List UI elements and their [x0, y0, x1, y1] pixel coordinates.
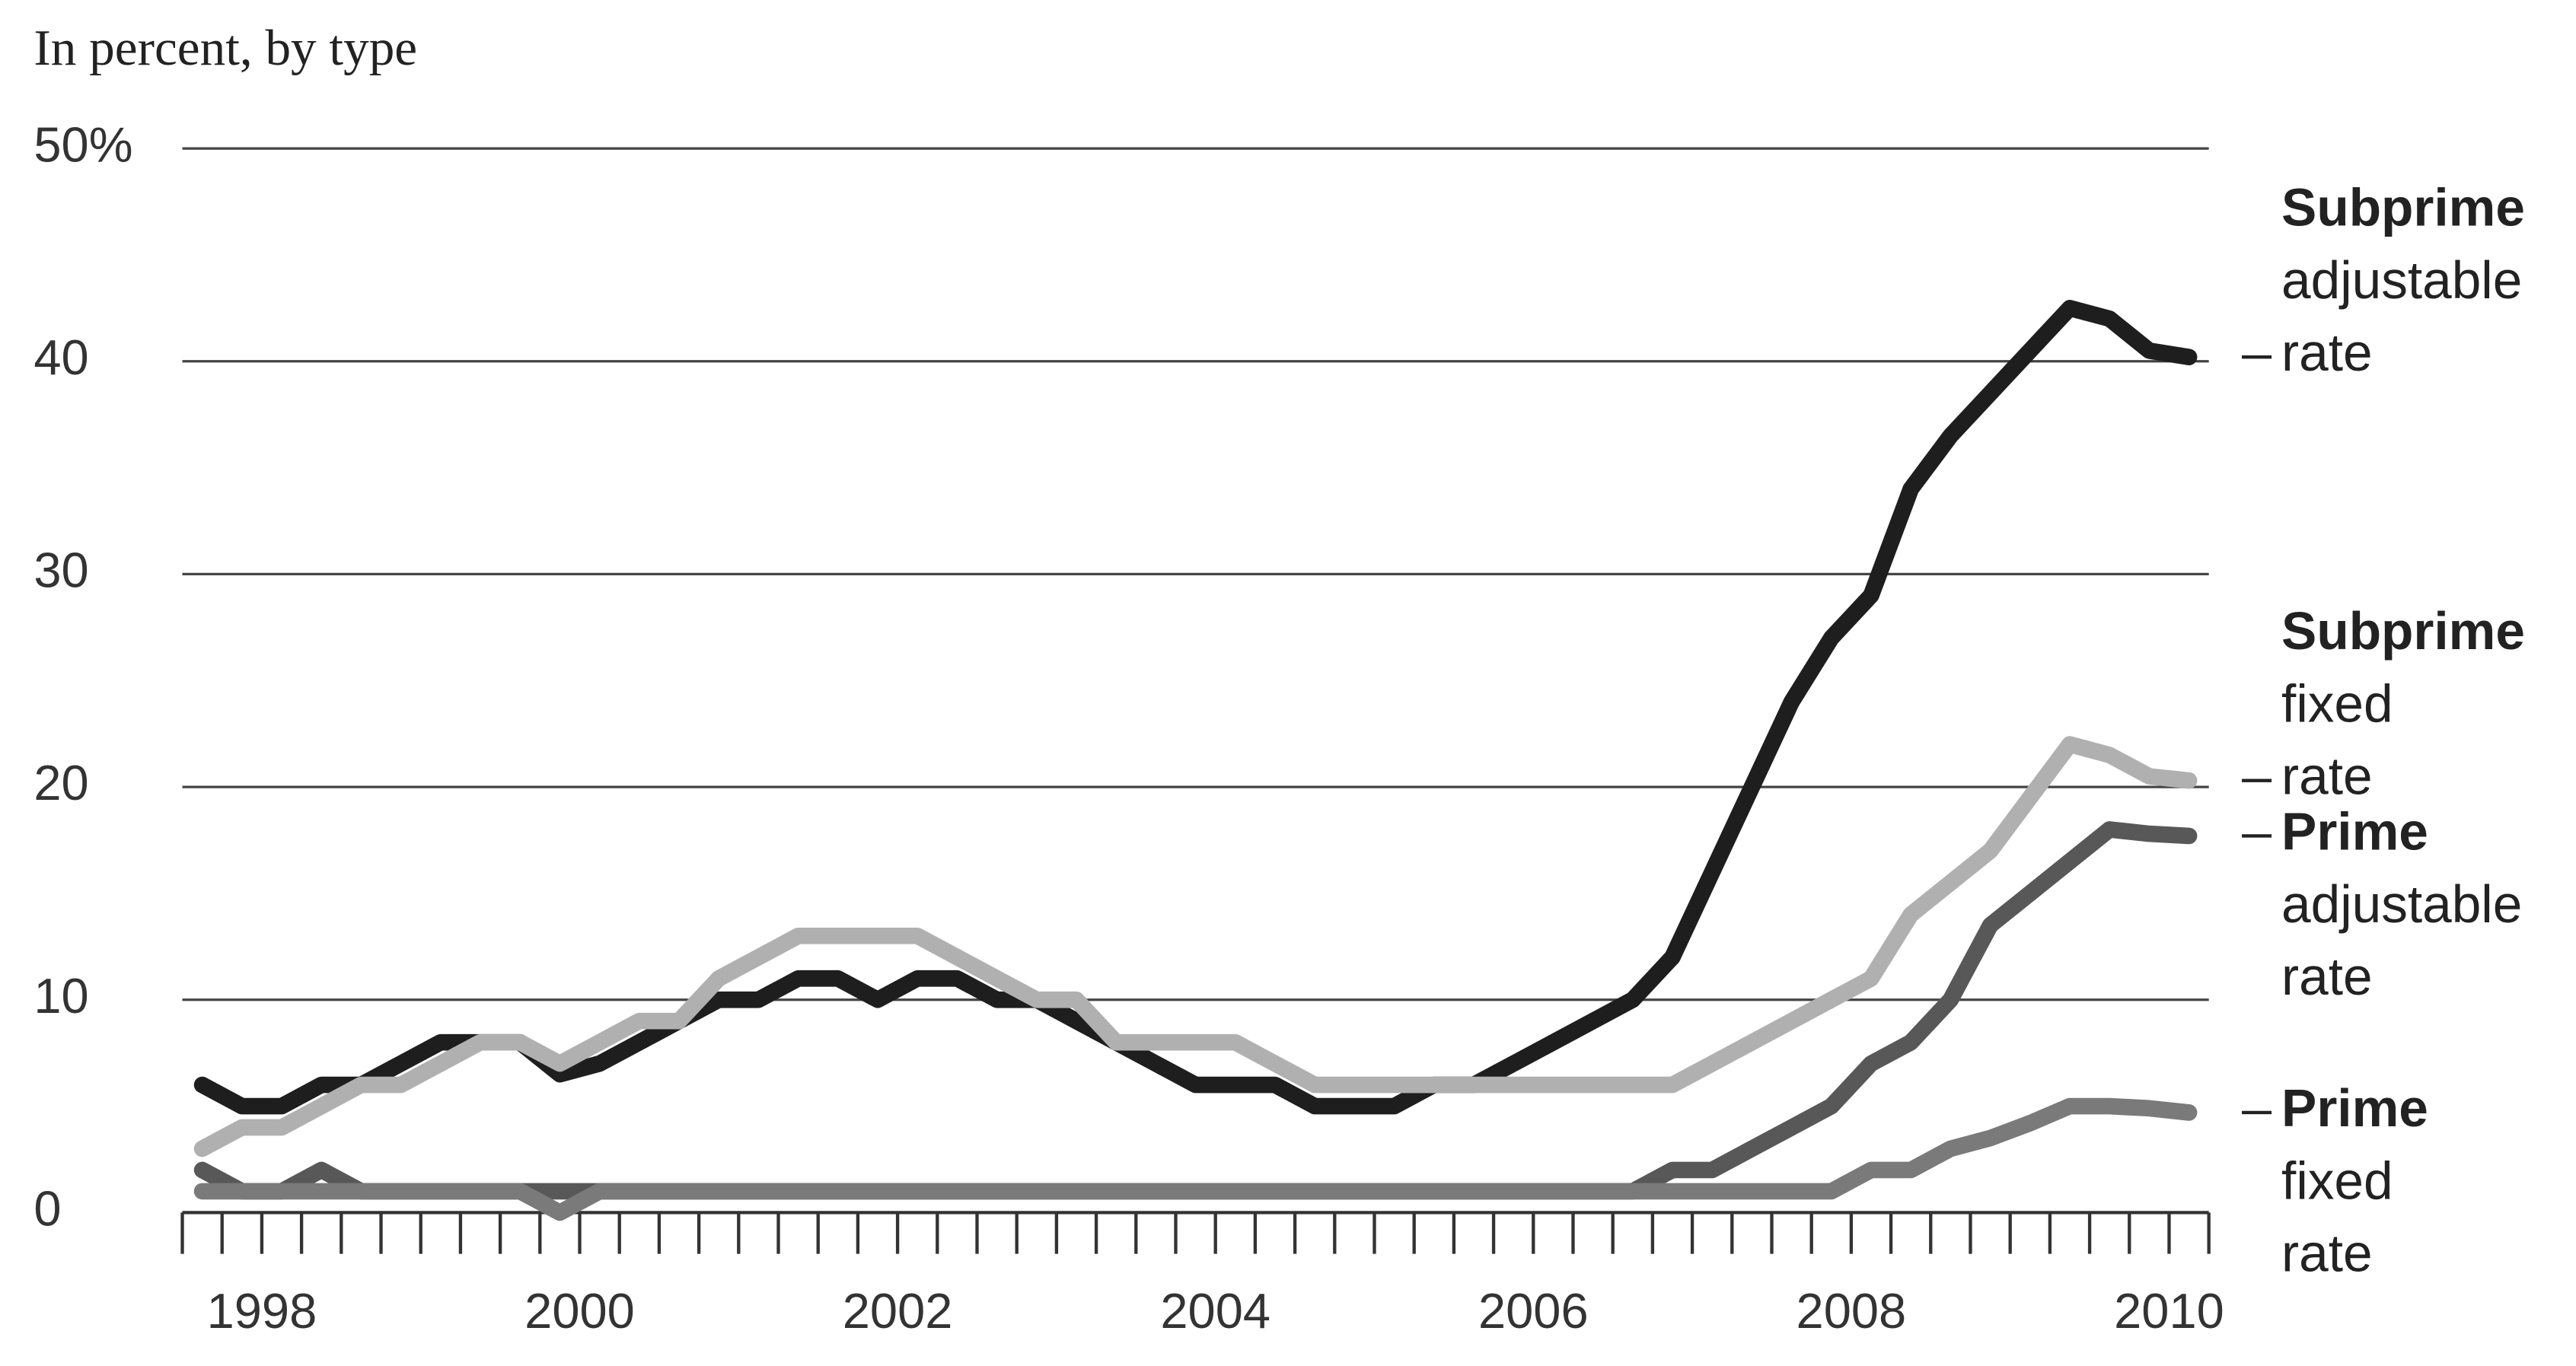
- y-tick-label: 30: [33, 543, 88, 598]
- series-line: [193, 821, 2198, 1200]
- y-tick-label: 10: [33, 968, 88, 1024]
- series-label: Subprime fixed rate: [2281, 601, 2539, 806]
- series-label: Prime fixed rate: [2281, 1078, 2443, 1283]
- y-tick-label: 50%: [33, 116, 132, 172]
- series-label: Prime adjustable rate: [2281, 802, 2537, 1007]
- chart-subtitle: In percent, by type: [33, 19, 417, 76]
- x-tick-label: 1998: [207, 1283, 317, 1339]
- y-tick-label: 40: [33, 330, 88, 385]
- x-tick-label: 2000: [524, 1283, 635, 1339]
- x-tick-label: 2004: [1160, 1283, 1270, 1339]
- y-tick-label: 0: [33, 1181, 61, 1237]
- x-tick-label: 2002: [843, 1283, 953, 1339]
- y-tick-label: 20: [33, 755, 88, 810]
- x-tick-label: 2006: [1478, 1283, 1589, 1339]
- x-tick-label: 2008: [1797, 1283, 1907, 1339]
- series-label: Subprime adjustable rate: [2281, 178, 2539, 383]
- series-line: [193, 300, 2198, 1115]
- series-line: [193, 1097, 2198, 1221]
- x-tick-label: 2010: [2114, 1283, 2224, 1339]
- series-line: [193, 736, 2198, 1157]
